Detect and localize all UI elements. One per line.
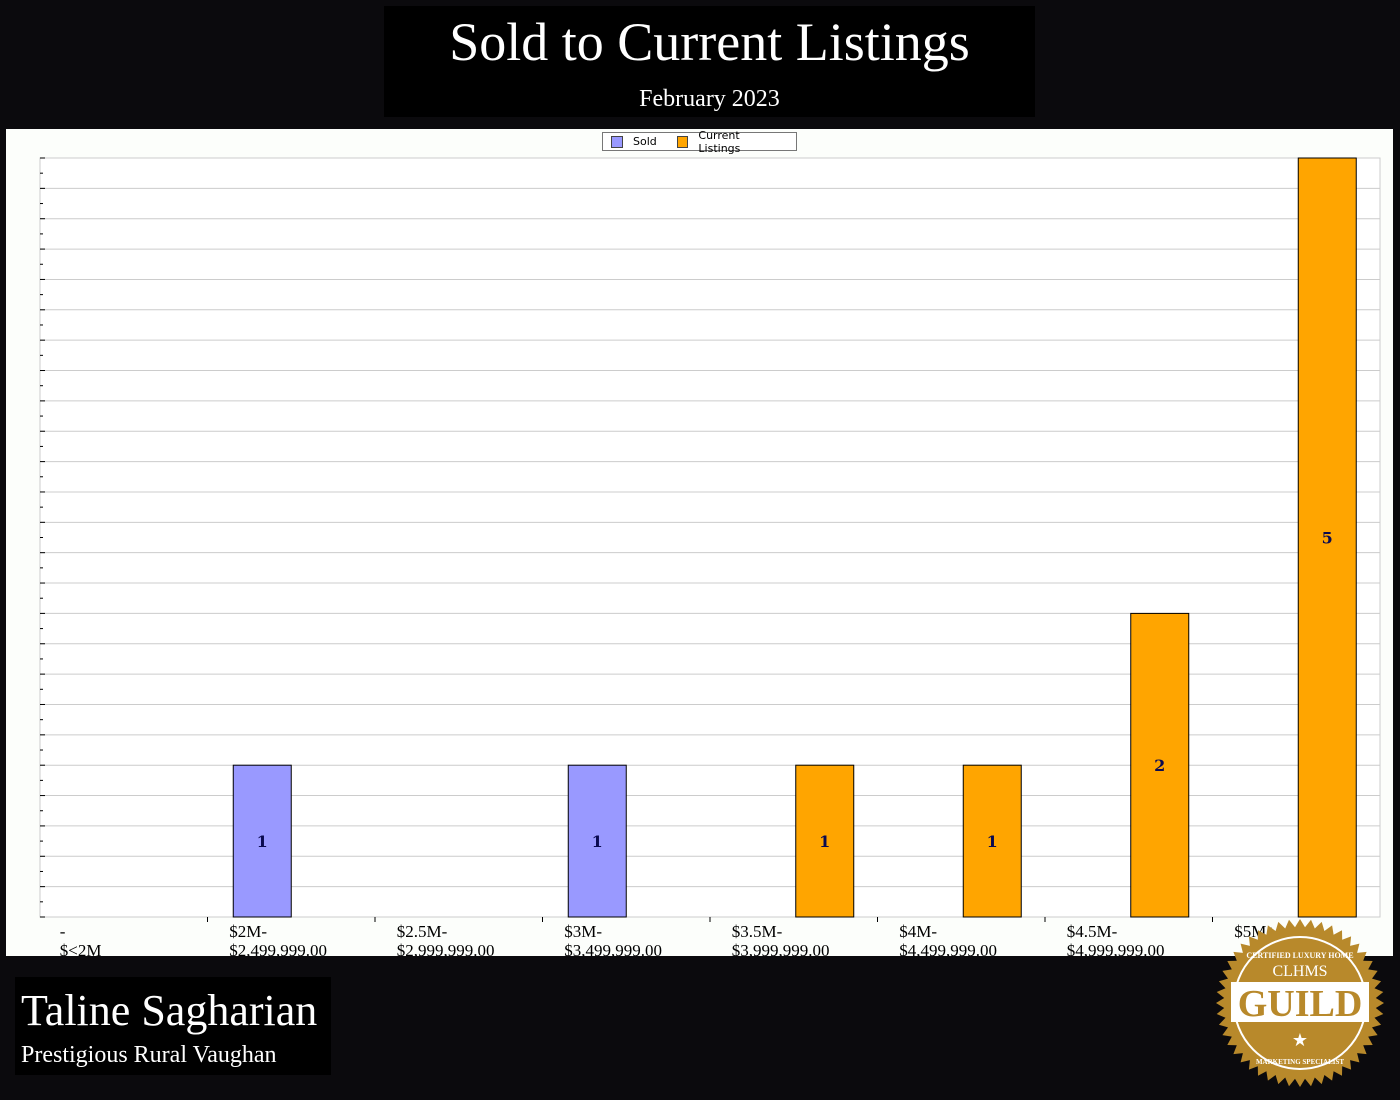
svg-text:CERTIFIED LUXURY HOME: CERTIFIED LUXURY HOME bbox=[1246, 951, 1353, 960]
svg-text:★: ★ bbox=[1292, 1030, 1308, 1051]
bar-value-label: 2 bbox=[1154, 756, 1165, 775]
agent-name: Taline Sagharian bbox=[21, 986, 318, 1035]
x-tick-label: $3M- bbox=[564, 922, 602, 941]
svg-text:CLHMS: CLHMS bbox=[1272, 963, 1327, 980]
bar-current-listings bbox=[962, 764, 1022, 918]
clhms-guild-seal-logo: CLHMS GUILD ★ CERTIFIED LUXURY HOME MARK… bbox=[1216, 919, 1384, 1087]
chart-subtitle: February 2023 bbox=[639, 86, 780, 112]
bar-current-listings bbox=[1297, 157, 1357, 918]
bar-sold bbox=[567, 764, 627, 918]
bar-value-label: 1 bbox=[819, 832, 830, 851]
svg-text:MARKETING SPECIALIST: MARKETING SPECIALIST bbox=[1256, 1058, 1344, 1066]
x-tick-label: - bbox=[60, 922, 66, 941]
x-tick-label: $<2M bbox=[60, 941, 102, 956]
title-box: Sold to Current Listings February 2023 bbox=[384, 6, 1035, 117]
x-tick-label: $4.5M- bbox=[1067, 922, 1118, 941]
x-tick-label: $4,499,999.00 bbox=[899, 941, 997, 956]
x-tick-label: $2.5M- bbox=[397, 922, 448, 941]
legend-item-current: Current Listings bbox=[676, 129, 782, 155]
bar-value-label: 5 bbox=[1322, 529, 1333, 548]
legend-item-sold: Sold bbox=[611, 135, 657, 148]
x-tick-label: $3,999,999.00 bbox=[732, 941, 830, 956]
bar-sold bbox=[232, 764, 292, 918]
bar-current-listings bbox=[1130, 612, 1190, 918]
svg-text:GUILD: GUILD bbox=[1238, 983, 1363, 1025]
agent-box: Taline Sagharian Prestigious Rural Vaugh… bbox=[15, 977, 331, 1075]
legend-swatch-sold bbox=[611, 135, 623, 148]
bar-value-label: 1 bbox=[592, 832, 603, 851]
bar-value-label: 1 bbox=[257, 832, 268, 851]
chart-area: - $<2M $2M- $2,499,999.00 $2.5M- $2,999,999.0… bbox=[6, 129, 1393, 956]
x-tick-label: $4,999,999.00 bbox=[1067, 941, 1165, 956]
bar-current-listings bbox=[795, 764, 855, 918]
x-tick-label: $4M- bbox=[899, 922, 937, 941]
x-tick-label: $2M- bbox=[229, 922, 267, 941]
x-tick-label: $3,499,999.00 bbox=[564, 941, 662, 956]
bar-value-label: 1 bbox=[987, 832, 998, 851]
x-tick-label: $3.5M- bbox=[732, 922, 783, 941]
legend-label: Current Listings bbox=[698, 129, 741, 155]
agent-area: Prestigious Rural Vaughan bbox=[21, 1042, 277, 1068]
x-tick-label: $2,499,999.00 bbox=[229, 941, 327, 956]
legend: Sold Current Listings bbox=[602, 129, 797, 155]
bar-chart: -$<2M $2M-$2,499,999.00 $2.5M-$2,999,999.0… bbox=[39, 157, 1381, 956]
x-tick-label: $2,999,999.00 bbox=[397, 941, 495, 956]
legend-swatch-current bbox=[676, 135, 689, 148]
chart-title: Sold to Current Listings bbox=[449, 12, 970, 72]
legend-label: Sold bbox=[633, 135, 657, 148]
